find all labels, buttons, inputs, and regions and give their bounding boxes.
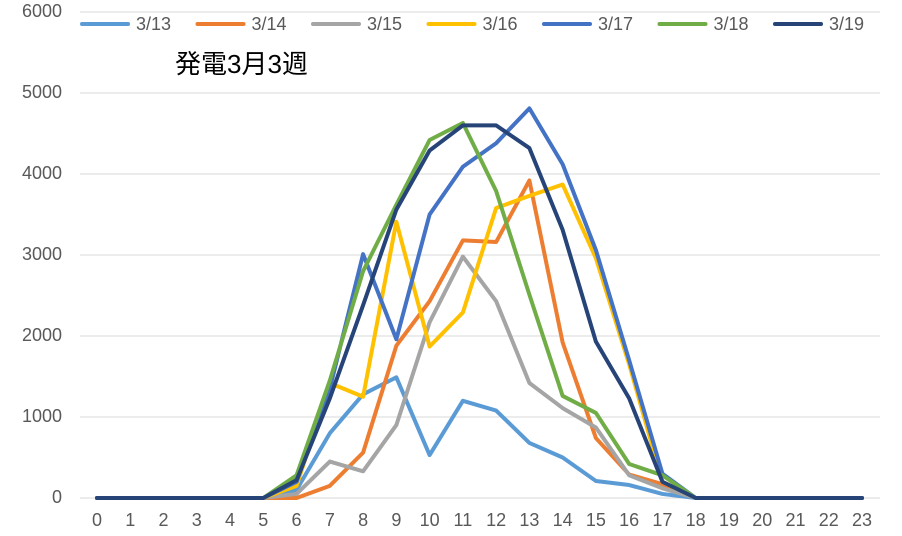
y-tick-label: 1000 bbox=[22, 406, 62, 426]
y-tick-label: 5000 bbox=[22, 82, 62, 102]
x-tick-label: 12 bbox=[486, 510, 506, 530]
x-tick-label: 3 bbox=[192, 510, 202, 530]
x-tick-label: 7 bbox=[325, 510, 335, 530]
y-tick-label: 2000 bbox=[22, 325, 62, 345]
x-tick-label: 14 bbox=[553, 510, 573, 530]
x-tick-label: 19 bbox=[719, 510, 739, 530]
y-tick-label: 3000 bbox=[22, 244, 62, 264]
x-tick-label: 16 bbox=[619, 510, 639, 530]
series-line bbox=[95, 123, 864, 500]
x-tick-label: 21 bbox=[785, 510, 805, 530]
x-tick-label: 10 bbox=[420, 510, 440, 530]
legend-label: 3/15 bbox=[367, 14, 402, 34]
x-tick-label: 15 bbox=[586, 510, 606, 530]
legend-label: 3/13 bbox=[136, 14, 171, 34]
x-tick-label: 22 bbox=[819, 510, 839, 530]
x-tick-label: 8 bbox=[358, 510, 368, 530]
x-tick-label: 13 bbox=[519, 510, 539, 530]
x-tick-label: 20 bbox=[752, 510, 772, 530]
x-tick-label: 0 bbox=[92, 510, 102, 530]
legend-label: 3/18 bbox=[714, 14, 749, 34]
x-tick-label: 11 bbox=[454, 510, 473, 530]
legend-label: 3/16 bbox=[483, 14, 518, 34]
y-tick-label: 0 bbox=[52, 487, 62, 507]
y-tick-label: 6000 bbox=[22, 1, 62, 21]
y-tick-label: 4000 bbox=[22, 163, 62, 183]
x-tick-label: 9 bbox=[391, 510, 401, 530]
x-tick-label: 17 bbox=[652, 510, 672, 530]
x-tick-label: 1 bbox=[125, 510, 135, 530]
x-tick-label: 2 bbox=[159, 510, 169, 530]
x-tick-label: 18 bbox=[686, 510, 706, 530]
legend-label: 3/17 bbox=[598, 14, 633, 34]
x-tick-label: 4 bbox=[225, 510, 235, 530]
x-tick-label: 5 bbox=[258, 510, 268, 530]
legend-label: 3/14 bbox=[252, 14, 287, 34]
chart-title: 発電3月3週 bbox=[175, 49, 308, 79]
x-tick-label: 23 bbox=[852, 510, 872, 530]
x-tick-label: 6 bbox=[292, 510, 302, 530]
legend-label: 3/19 bbox=[829, 14, 864, 34]
